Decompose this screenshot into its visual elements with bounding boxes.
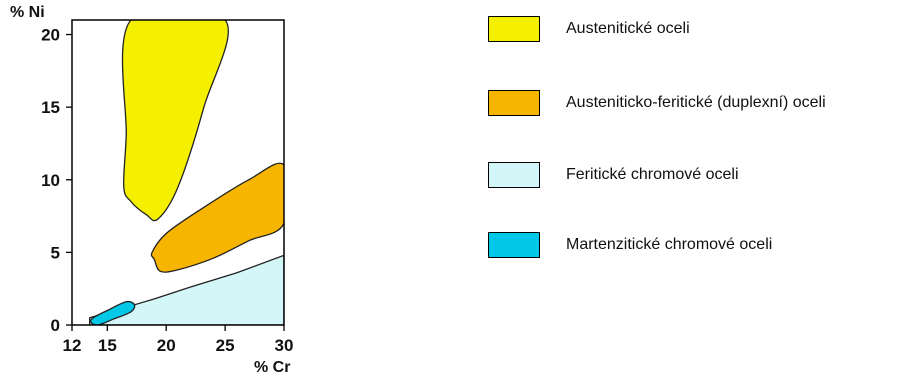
y-tick-label: 20 [41,26,60,45]
legend-label-martensitic: Martenzitické chromové oceli [566,236,773,253]
legend-label-austenitic: Austenitické oceli [566,20,690,37]
x-axis-title: % Cr [254,359,290,376]
legend-swatch-duplex [488,90,540,116]
region-austenitic [121,20,229,222]
x-tick-label: 25 [216,336,235,355]
legend-item-duplex: Austeniticko-feritické (duplexní) oceli [488,88,826,118]
plot-frame [71,19,285,326]
axis-ticks: 12 15 20 25 30 0 5 10 15 20 [41,26,293,355]
y-tick-label: 10 [41,171,60,190]
legend-item-martensitic: Martenzitické chromové oceli [488,230,772,260]
legend-swatch-martensitic [488,232,540,258]
plot-areas [89,20,284,325]
x-tick-label: 30 [275,336,294,355]
y-tick-label: 0 [51,316,60,335]
legend-swatch-austenitic [488,16,540,42]
x-tick-label: 20 [157,336,176,355]
y-axis-title: % Ni [10,4,45,21]
phase-diagram-chart: 12 15 20 25 30 0 5 10 15 20 % Ni % Cr [10,4,293,376]
x-tick-label: 12 [63,336,82,355]
x-tick-label: 15 [98,336,117,355]
region-martensitic [89,300,136,325]
legend-label-ferritic: Feritické chromové oceli [566,166,739,183]
y-tick-label: 5 [51,243,60,262]
legend-label-duplex: Austeniticko-feritické (duplexní) oceli [566,94,826,111]
legend-swatch-ferritic [488,162,540,188]
legend-item-ferritic: Feritické chromové oceli [488,160,739,190]
y-tick-label: 15 [41,98,60,117]
legend-item-austenitic: Austenitické oceli [488,14,690,44]
region-duplex [150,162,284,273]
